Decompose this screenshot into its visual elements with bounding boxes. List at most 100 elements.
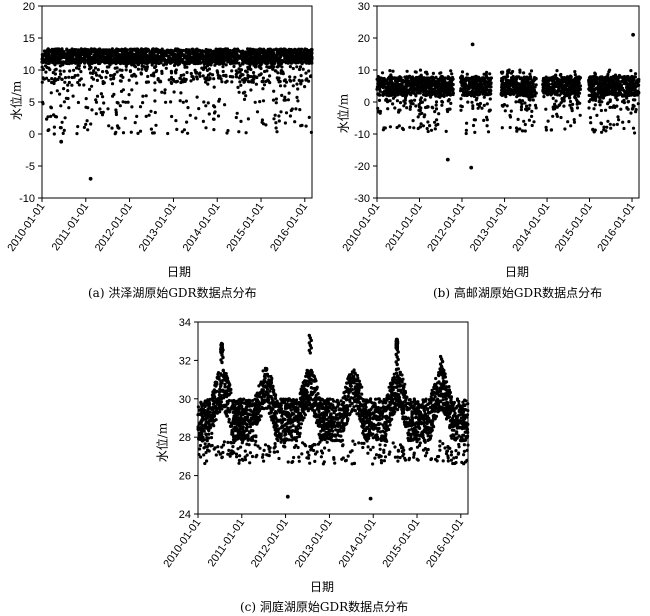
- data-point: [384, 79, 388, 83]
- chart-panel-c: 24 26 28 30 32 34 2010-01-01 2011-01-01 2012-01-…: [150, 306, 490, 616]
- data-point: [194, 116, 198, 120]
- data-point: [180, 130, 184, 134]
- data-point: [144, 47, 148, 51]
- data-point: [599, 121, 603, 125]
- data-point: [77, 64, 81, 68]
- data-point: [514, 82, 518, 86]
- data-point: [307, 115, 311, 119]
- data-point: [529, 69, 534, 73]
- data-point: [72, 68, 76, 72]
- data-point: [94, 48, 98, 52]
- data-point: [399, 77, 403, 81]
- data-point: [504, 80, 508, 84]
- data-point: [554, 84, 558, 89]
- data-point: [54, 115, 59, 119]
- data-point: [555, 105, 559, 109]
- y-tick-label: 32: [179, 355, 191, 367]
- data-point: [121, 100, 125, 104]
- data-point: [106, 107, 110, 111]
- data-point: [424, 93, 428, 97]
- data-point: [112, 76, 116, 80]
- data-point: [240, 78, 245, 82]
- data-point: [113, 53, 117, 57]
- data-point: [254, 65, 258, 69]
- data-point: [433, 127, 437, 131]
- data-point: [180, 59, 184, 63]
- data-point: [481, 92, 485, 96]
- data-point: [68, 69, 72, 73]
- data-point: [120, 68, 124, 72]
- data-point: [146, 74, 150, 79]
- data-point: [186, 52, 190, 56]
- data-point: [104, 75, 108, 79]
- data-point: [633, 131, 637, 135]
- data-point: [380, 71, 385, 75]
- data-point: [478, 85, 482, 89]
- data-point: [436, 89, 440, 93]
- data-point: [607, 84, 611, 89]
- data-point: [472, 118, 476, 122]
- data-point: [90, 76, 94, 80]
- data-point: [306, 56, 310, 60]
- data-point: [398, 108, 402, 112]
- data-point: [286, 59, 290, 63]
- data-point: [430, 88, 434, 92]
- data-point: [440, 100, 445, 104]
- data-point: [293, 47, 297, 52]
- data-point: [625, 96, 629, 100]
- data-point: [200, 66, 204, 70]
- data-point: [149, 109, 153, 113]
- data-point: [159, 54, 163, 59]
- data-point: [303, 85, 307, 89]
- data-point: [381, 93, 385, 97]
- data-point: [590, 90, 594, 94]
- data-point: [605, 125, 609, 129]
- data-point: [169, 80, 173, 85]
- data-point: [399, 91, 403, 96]
- data-point: [213, 49, 218, 53]
- data-point: [118, 104, 122, 108]
- chart-b-xlabel: 日期: [505, 265, 530, 279]
- data-point: [594, 93, 598, 98]
- data-point: [594, 75, 599, 79]
- data-point: [559, 115, 563, 120]
- data-point: [177, 56, 181, 60]
- data-point: [228, 74, 232, 79]
- chart-panel-a: -10 -5 0 5 10 15 20 2010-01-01 2011-01-01 2012-01…: [0, 0, 325, 305]
- data-point: [506, 75, 510, 79]
- data-point: [182, 77, 186, 81]
- data-point: [288, 114, 292, 118]
- data-point: [414, 104, 418, 108]
- data-point: [94, 100, 99, 104]
- data-point: [40, 80, 44, 84]
- data-point: [165, 54, 169, 58]
- data-point: [564, 88, 568, 92]
- data-point: [449, 101, 453, 105]
- data-point: [489, 82, 493, 86]
- data-point: [44, 70, 48, 74]
- data-point: [562, 98, 566, 102]
- data-point: [434, 123, 438, 127]
- data-point: [555, 112, 559, 116]
- data-point: [592, 77, 596, 82]
- data-point: [478, 90, 482, 94]
- data-point: [447, 92, 451, 96]
- data-point: [636, 102, 640, 106]
- data-point: [419, 96, 423, 100]
- data-point: [263, 69, 267, 74]
- scatter-points: [375, 68, 641, 136]
- data-point: [246, 61, 250, 65]
- data-point: [397, 84, 401, 88]
- data-point: [283, 78, 287, 82]
- data-point: [282, 51, 286, 55]
- data-point: [182, 53, 186, 57]
- data-point: [46, 49, 50, 53]
- data-point: [529, 90, 533, 94]
- data-point: [188, 113, 192, 117]
- data-point: [434, 83, 438, 87]
- data-point: [605, 92, 609, 97]
- data-point: [130, 88, 134, 92]
- data-point: [144, 114, 148, 118]
- data-point: [425, 126, 429, 131]
- data-point: [279, 53, 283, 57]
